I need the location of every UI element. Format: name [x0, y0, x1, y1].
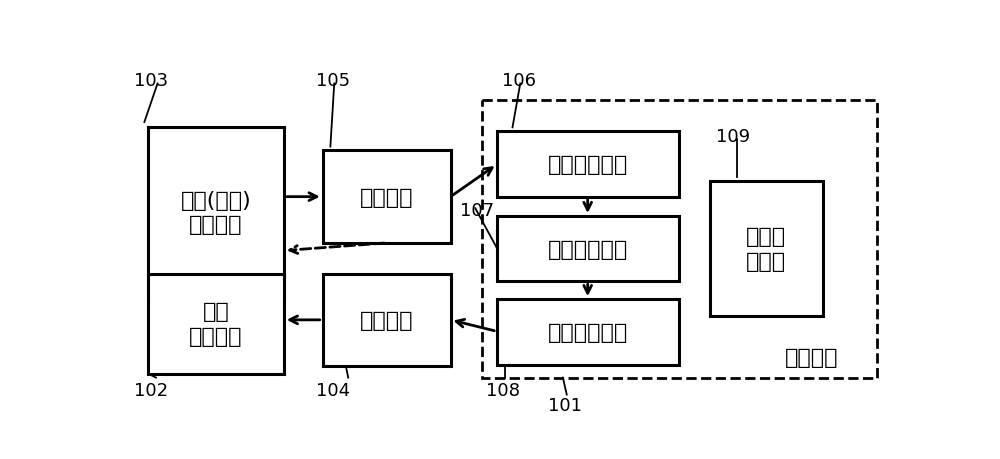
Bar	[497, 132, 679, 197]
Text: 智能调节模块: 智能调节模块	[548, 239, 628, 259]
Bar	[148, 128, 284, 297]
Bar	[497, 217, 679, 282]
Text: 109: 109	[716, 128, 750, 146]
Text: 发射电路: 发射电路	[360, 310, 413, 330]
Text: 主控芯片: 主控芯片	[784, 347, 838, 367]
Text: 接收电路: 接收电路	[360, 187, 413, 207]
Text: 106: 106	[502, 72, 536, 90]
Text: 介质识别模块: 介质识别模块	[548, 155, 628, 174]
Text: 时序控
制模块: 时序控 制模块	[746, 227, 786, 271]
Text: 识别(消磁)
线圈阵列: 识别(消磁) 线圈阵列	[181, 190, 251, 235]
Bar	[710, 182, 822, 316]
Text: 101: 101	[548, 396, 582, 414]
Text: 消磁控制模块: 消磁控制模块	[548, 322, 628, 342]
Text: 103: 103	[134, 72, 168, 90]
Bar	[148, 274, 284, 374]
Bar	[482, 101, 877, 378]
Bar	[323, 151, 450, 243]
Text: 102: 102	[134, 381, 168, 399]
Text: 104: 104	[316, 381, 350, 399]
Text: 105: 105	[316, 72, 350, 90]
Text: 消磁
线圈阵列: 消磁 线圈阵列	[189, 302, 243, 347]
Bar	[497, 299, 679, 365]
Bar	[323, 274, 450, 366]
Text: 108: 108	[486, 381, 520, 399]
Text: 107: 107	[460, 201, 494, 219]
